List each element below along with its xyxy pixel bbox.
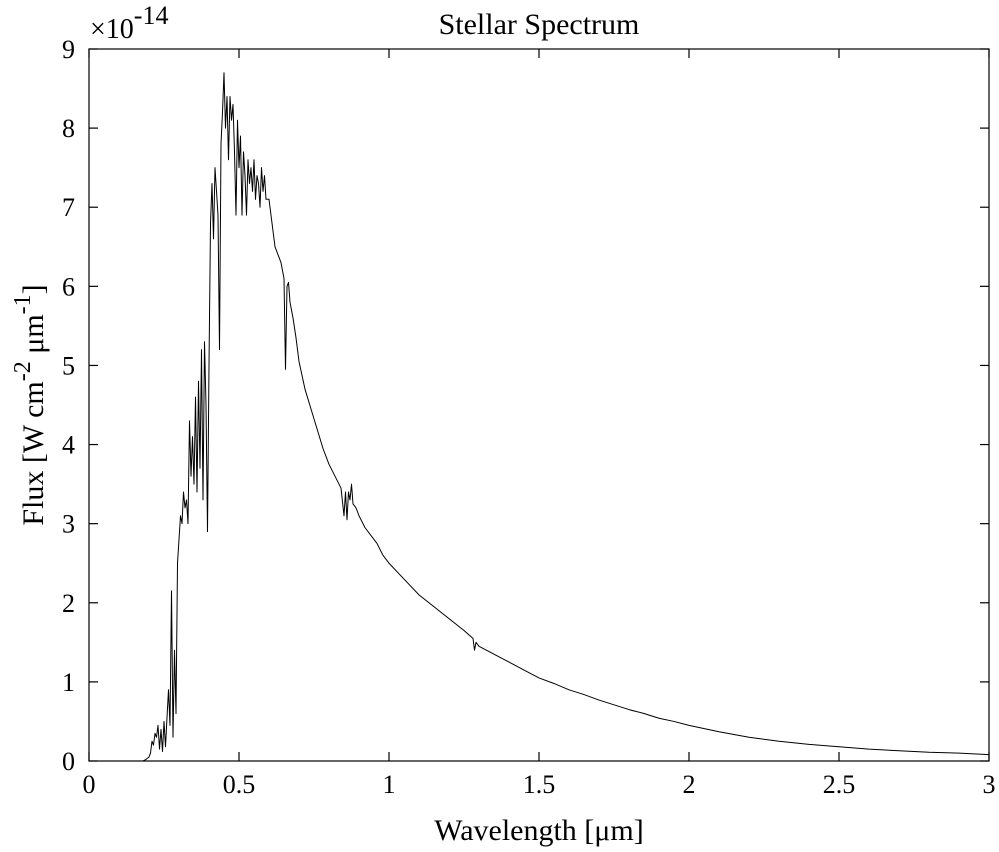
x-tick-label: 0 [83,770,96,799]
chart-title: Stellar Spectrum [439,8,640,41]
y-tick-label: 7 [62,193,75,222]
exponent-power: -14 [134,1,169,30]
ticks-layer: 0 0.5 1 1.5 2 2.5 3 0 1 2 3 4 5 6 7 8 9 [62,35,996,799]
y-tick-label: 3 [62,510,75,539]
y-tick-label: 4 [62,431,75,460]
y-axis-label: Flux [W cm-2 μm-1] [10,284,50,525]
y-tick-label: 0 [62,747,75,776]
y-tick-label: 9 [62,35,75,64]
y-axis-label-part-2: μm [17,314,50,361]
x-tick-label: 0.5 [223,770,256,799]
exponent-label: ×10-14 [90,1,168,45]
y-tick-label: 1 [62,668,75,697]
y-tick-label: 6 [62,272,75,301]
y-axis-label-part-3: ] [17,284,50,294]
x-tick-label: 1 [383,770,396,799]
plot-frame [88,48,990,762]
x-tick-label: 3 [983,770,996,799]
exponent-base: ×10 [90,14,134,45]
y-axis-label-sup-2: -1 [10,294,36,314]
spectrum-line [142,72,990,762]
x-tick-label: 1.5 [523,770,556,799]
x-tick-label: 2.5 [823,770,856,799]
y-axis-label-part-1: Flux [W cm [17,381,50,525]
y-tick-label: 2 [62,589,75,618]
y-axis-label-sup-1: -2 [10,361,36,381]
x-tick-label: 2 [683,770,696,799]
y-tick-label: 5 [62,351,75,380]
x-axis-label: Wavelength [μm] [434,814,643,847]
y-tick-label: 8 [62,114,75,143]
plot-layer [142,72,990,762]
